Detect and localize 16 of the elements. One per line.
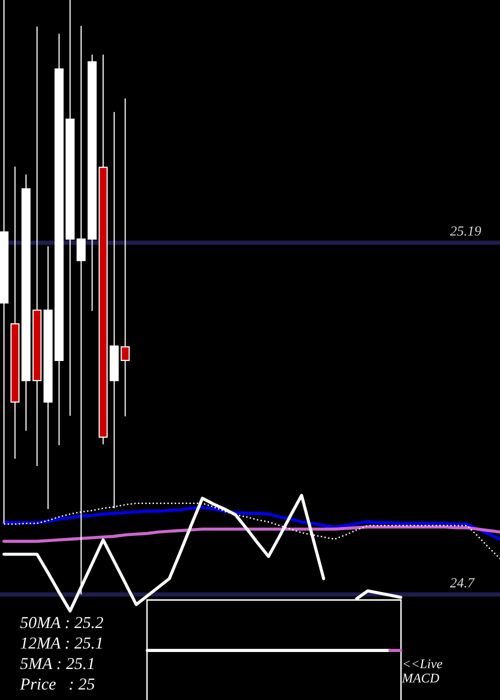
annotation: Price : 25 — [20, 678, 94, 690]
annotation: 5MA : 25.1 — [20, 658, 94, 670]
candlestick — [66, 0, 75, 416]
ref-line-label: 24.7 — [450, 578, 475, 588]
candlestick — [32, 26, 42, 467]
ref-line-label: 25.19 — [450, 226, 482, 236]
candlestick — [54, 33, 64, 446]
candlestick — [98, 54, 108, 445]
candlestick — [10, 166, 20, 460]
annotation: 12MA : 25.1 — [20, 637, 102, 649]
candlestick — [44, 246, 53, 510]
annotation: 50MA : 25.2 — [20, 616, 104, 628]
candlestick — [120, 98, 130, 417]
candlestick — [21, 174, 31, 432]
candlestick — [88, 54, 97, 312]
annotation: <<Live MACD — [402, 659, 442, 683]
